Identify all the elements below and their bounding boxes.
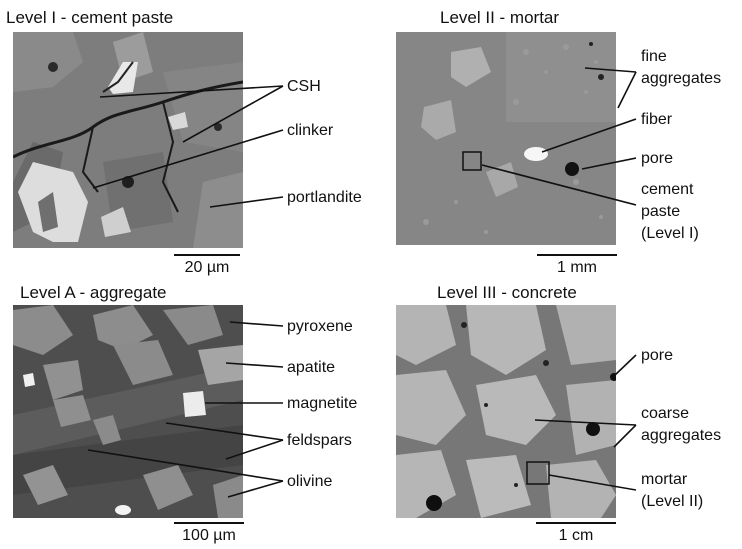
micrograph-concrete <box>396 305 616 518</box>
micrograph-aggregate <box>13 305 243 518</box>
label-mortar: mortar (Level II) <box>641 469 703 513</box>
label-pyroxene: pyroxene <box>287 316 353 337</box>
leader-coarse-agg-2 <box>614 425 636 447</box>
leader-pore-level3 <box>614 355 636 376</box>
panel-title-level1: Level I - cement paste <box>6 8 173 28</box>
label-mortar-line1: mortar <box>641 469 703 491</box>
label-magnetite: magnetite <box>287 393 357 414</box>
panel-title-level2: Level II - mortar <box>440 8 559 28</box>
label-fine-aggregates-line1: fine <box>641 46 721 68</box>
label-cement-paste-line3: (Level I) <box>641 223 699 245</box>
label-feldspars: feldspars <box>287 430 352 451</box>
label-coarse-aggregates-line1: coarse <box>641 403 721 425</box>
panel-title-levelA: Level A - aggregate <box>20 283 167 303</box>
label-portlandite: portlandite <box>287 187 362 208</box>
label-cement-paste: cement paste (Level I) <box>641 179 699 245</box>
label-coarse-aggregates-line2: aggregates <box>641 425 721 447</box>
label-coarse-aggregates: coarse aggregates <box>641 403 721 447</box>
leader-fine-agg-2 <box>618 72 636 108</box>
scale-label-levelA: 100 µm <box>174 526 244 546</box>
scale-label-level3: 1 cm <box>536 526 616 546</box>
label-pore-level2: pore <box>641 148 673 169</box>
label-cement-paste-line2: paste <box>641 201 699 223</box>
label-fiber: fiber <box>641 109 672 130</box>
panel-title-level3: Level III - concrete <box>437 283 577 303</box>
scale-label-level2: 1 mm <box>537 258 617 278</box>
micrograph-mortar <box>396 32 616 245</box>
label-olivine: olivine <box>287 471 332 492</box>
label-cement-paste-line1: cement <box>641 179 699 201</box>
label-fine-aggregates-line2: aggregates <box>641 68 721 90</box>
label-fine-aggregates: fine aggregates <box>641 46 721 90</box>
label-apatite: apatite <box>287 357 335 378</box>
label-pore-level3: pore <box>641 345 673 366</box>
scale-label-level1: 20 µm <box>174 258 240 278</box>
label-mortar-line2: (Level II) <box>641 491 703 513</box>
micrograph-cement-paste <box>13 32 243 248</box>
label-clinker: clinker <box>287 120 333 141</box>
label-csh: CSH <box>287 76 321 97</box>
